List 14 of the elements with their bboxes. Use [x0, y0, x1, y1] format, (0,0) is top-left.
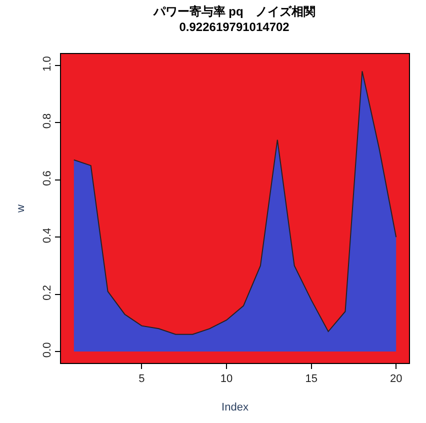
y-tick-label: 0.2 — [42, 285, 54, 300]
x-tick-label: 5 — [138, 373, 145, 386]
x-tick-label: 15 — [305, 373, 318, 386]
y-tick-label: 0.0 — [42, 342, 54, 358]
chart-subtitle: 0.922619791014702 — [179, 20, 290, 34]
chart-title: パワー寄与率 pq ノイズ相関 — [152, 4, 316, 19]
y-tick-label: 0.8 — [42, 113, 54, 129]
y-tick-label: 0.6 — [42, 170, 54, 186]
x-axis-title: Index — [222, 401, 249, 414]
x-tick-label: 10 — [220, 373, 233, 386]
x-tick-label: 20 — [390, 373, 402, 386]
y-axis-title: w — [15, 204, 28, 214]
y-tick-label: 1.0 — [42, 56, 54, 72]
y-tick-label: 0.4 — [42, 228, 54, 244]
